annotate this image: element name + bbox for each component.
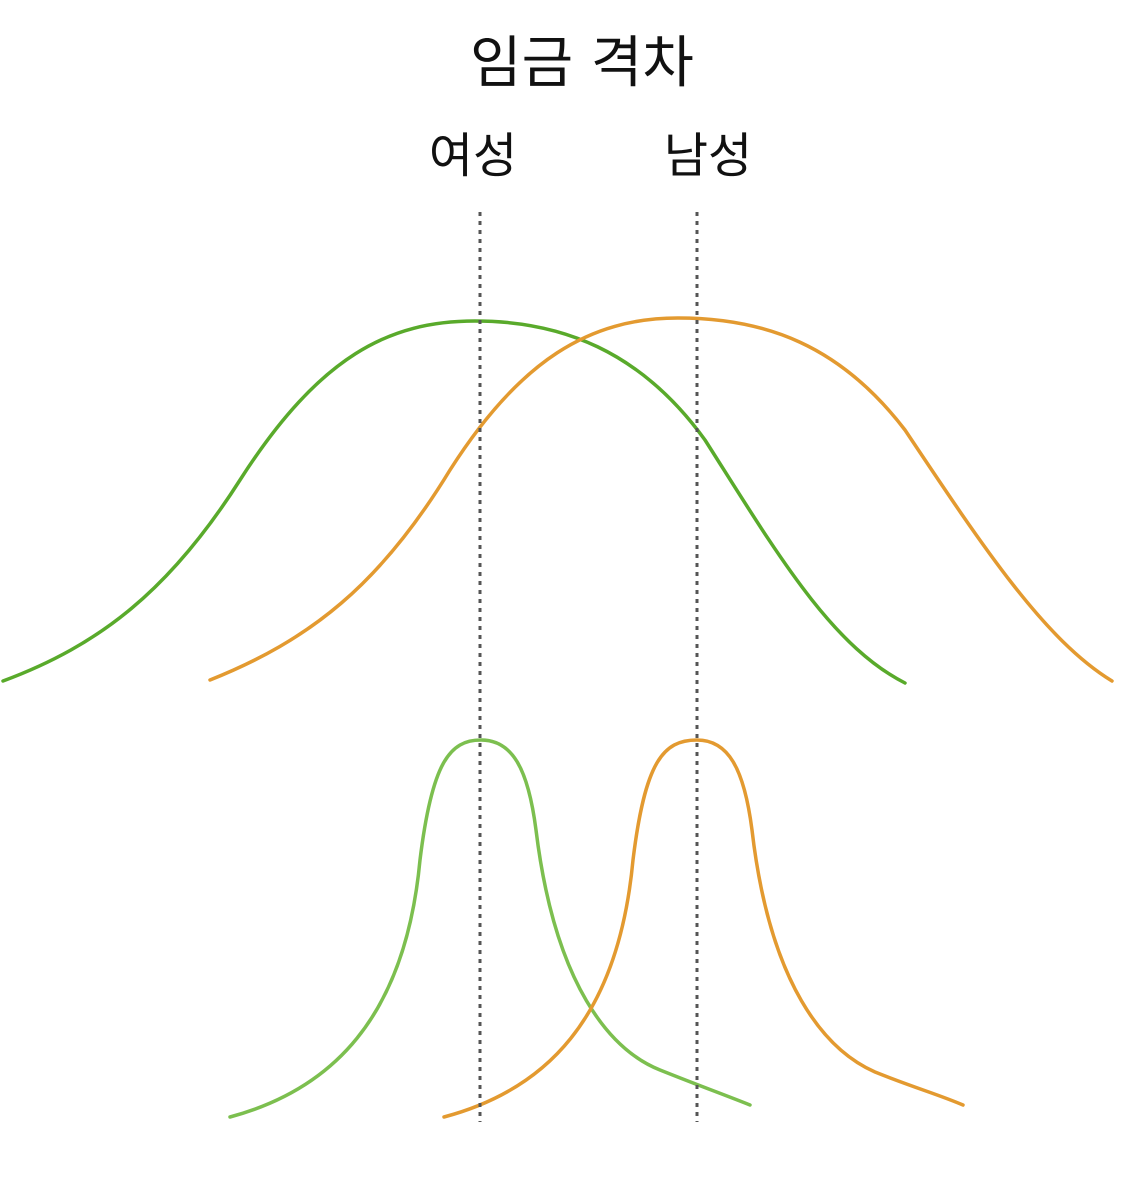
women-label: 여성: [429, 128, 517, 184]
wide-distribution-row: [1, 316, 1114, 685]
women-wide-curve: [1, 319, 907, 685]
diagram-title: 임금 격차: [470, 31, 694, 96]
narrow-distribution-row: [228, 738, 965, 1119]
women-narrow-curve: [228, 738, 752, 1119]
men-label: 남성: [664, 128, 752, 184]
men-wide-curve: [208, 316, 1114, 683]
men-narrow-curve: [442, 738, 965, 1119]
